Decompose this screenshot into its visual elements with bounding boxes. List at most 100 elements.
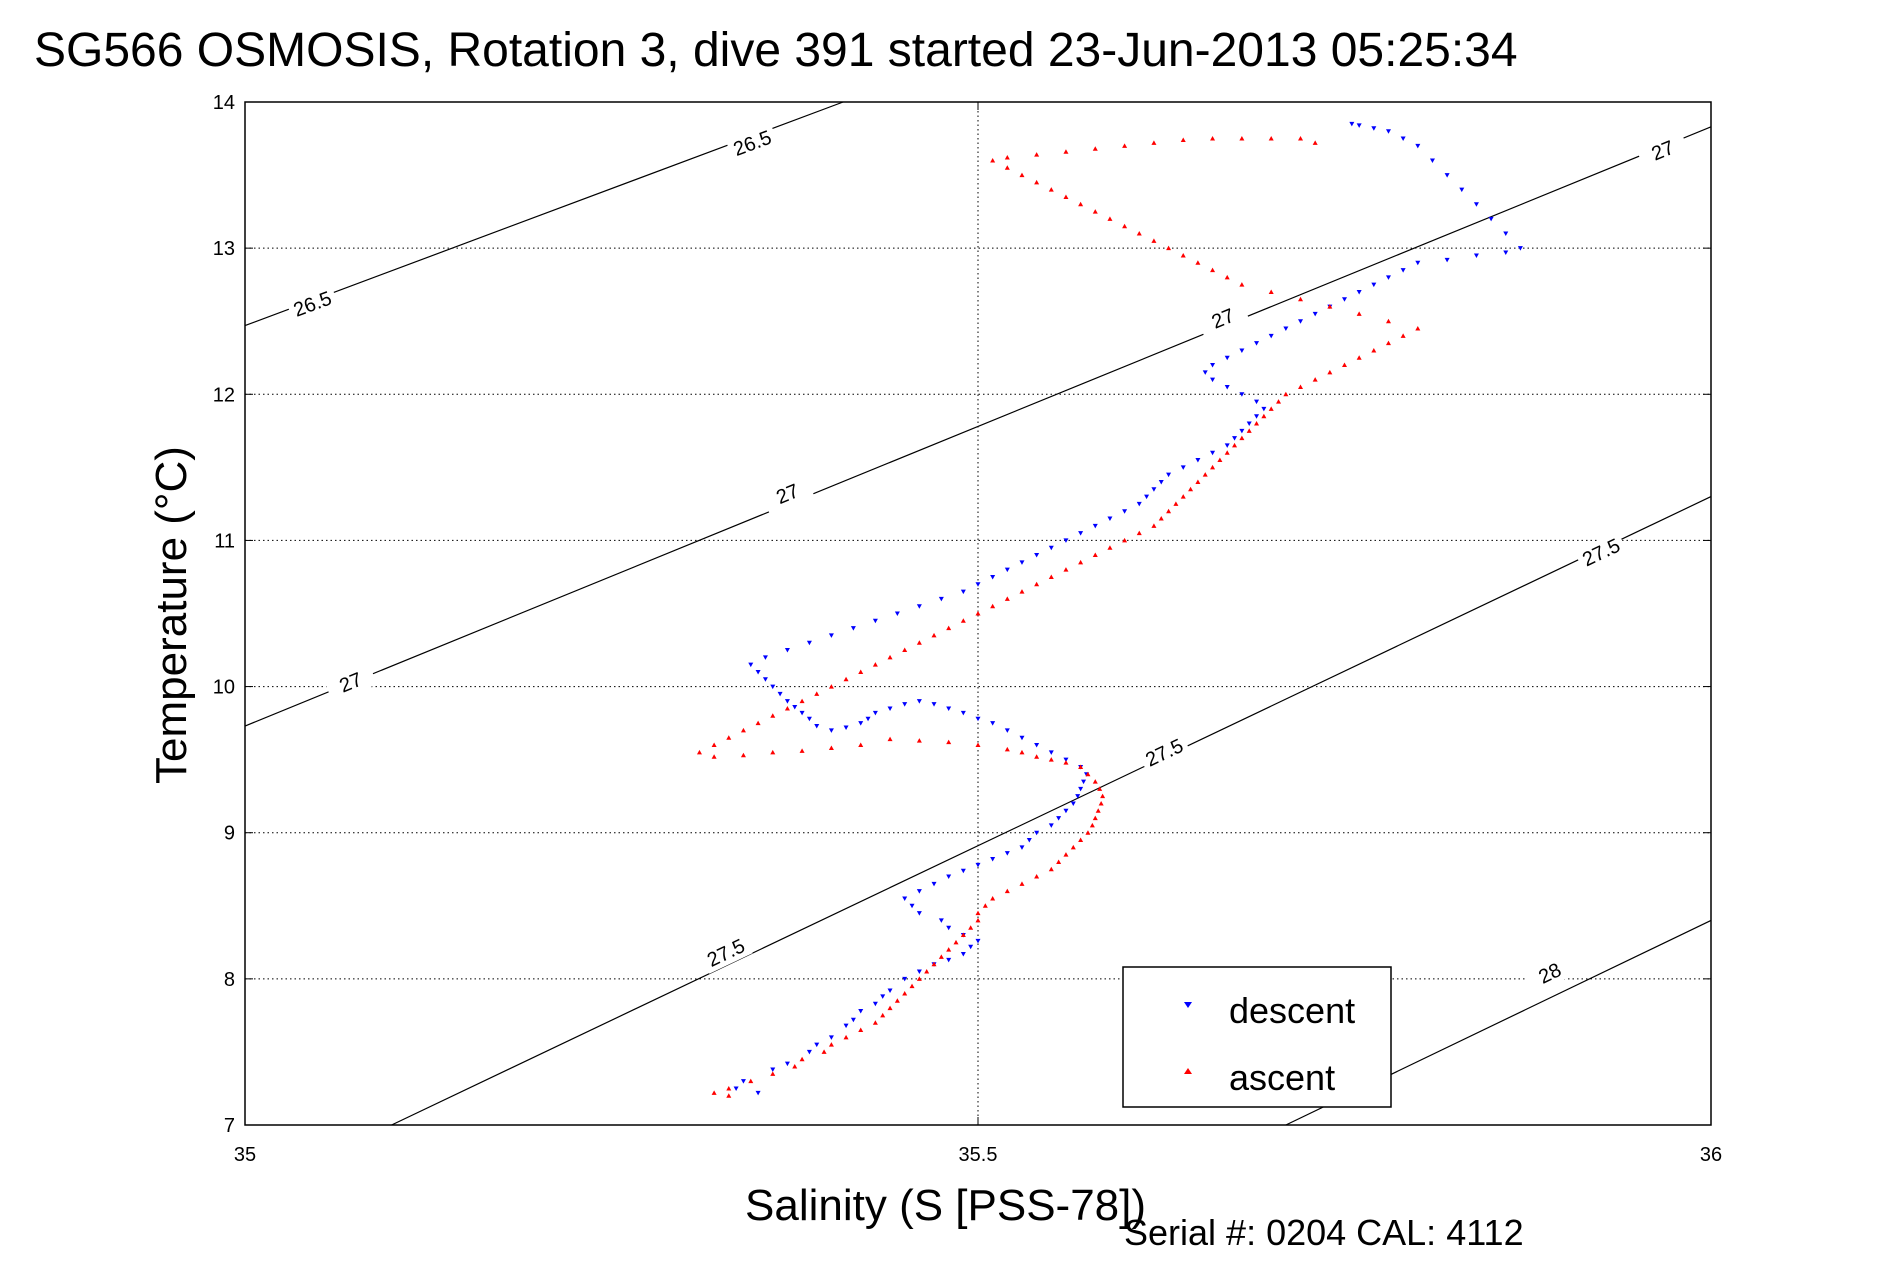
data-series: [696, 121, 1523, 1098]
descent-point: [990, 857, 996, 862]
ascent-point: [1034, 581, 1040, 587]
ascent-point: [1136, 231, 1142, 236]
contour-label-mask: [323, 661, 378, 703]
descent-point: [1246, 421, 1252, 427]
descent-point: [938, 918, 944, 923]
ascent-point: [968, 925, 974, 930]
ascent-point: [799, 698, 805, 704]
x-tick-label: 36: [1700, 1144, 1722, 1166]
descent-point: [872, 710, 878, 716]
descent-point: [806, 1049, 812, 1055]
ascent-point: [1276, 399, 1282, 404]
descent-point: [1268, 333, 1274, 339]
descent-point: [931, 702, 937, 707]
descent-point: [1034, 553, 1040, 558]
descent-point: [1232, 436, 1238, 441]
descent-point: [990, 574, 996, 580]
serial-cal-footer: Serial #: 0204 CAL: 4112: [1124, 1212, 1524, 1253]
descent-point: [1210, 377, 1216, 383]
ascent-point: [1232, 442, 1238, 448]
ascent-point: [916, 976, 922, 981]
descent-point: [1048, 545, 1054, 551]
descent-point: [843, 1023, 849, 1029]
ascent-point: [1034, 874, 1040, 879]
descent-point: [777, 691, 783, 697]
descent-point: [858, 1009, 864, 1014]
descent-point: [828, 728, 834, 733]
ascent-point: [799, 748, 805, 753]
contour-label-mask: [1522, 951, 1577, 995]
ascent-point: [1158, 516, 1164, 521]
ascent-point: [975, 611, 981, 616]
descent-point: [975, 862, 981, 868]
ascent-point: [1327, 369, 1333, 375]
ascent-point: [1239, 136, 1245, 141]
descent-point: [1385, 275, 1391, 280]
descent-point: [1136, 501, 1142, 507]
ascent-point: [975, 910, 981, 916]
descent-point: [1075, 794, 1081, 799]
ascent-point: [748, 1078, 754, 1084]
descent-point: [755, 1090, 761, 1096]
ascent-point: [1056, 859, 1062, 864]
ascent-point: [946, 947, 952, 952]
ascent-point: [1048, 757, 1054, 762]
descent-point: [1298, 319, 1304, 324]
contour-label-mask: [699, 931, 753, 974]
descent-point: [1063, 538, 1069, 543]
y-tick-label: 7: [224, 1115, 235, 1137]
ascent-point: [1151, 140, 1157, 145]
descent-point: [1517, 246, 1523, 251]
ascent-point: [821, 1049, 827, 1054]
descent-point: [814, 724, 820, 729]
ascent-point: [902, 990, 908, 996]
descent-point: [1224, 384, 1230, 390]
descent-point: [1349, 121, 1355, 127]
descent-point: [733, 1086, 739, 1091]
y-axis-title: Temperature (°C): [147, 446, 196, 784]
ascent-point: [858, 669, 864, 674]
ascent-point: [1268, 136, 1274, 141]
ascent-point: [1063, 149, 1069, 154]
descent-point: [1048, 750, 1054, 755]
ascent-point: [887, 736, 893, 742]
ascent-point: [1195, 479, 1201, 484]
x-axis-title: Salinity (S [PSS-78]): [745, 1181, 1146, 1230]
ascent-point: [711, 742, 717, 748]
ascent-point: [1239, 435, 1245, 441]
ascent-point: [990, 895, 996, 901]
descent-point: [916, 604, 922, 609]
ascent-point: [755, 720, 761, 726]
descent-point: [1004, 851, 1010, 856]
ascent-point: [1048, 187, 1054, 192]
descent-point: [975, 716, 981, 722]
ascent-point: [953, 939, 959, 945]
ascent-point: [990, 157, 996, 163]
contour-line-27: [244, 126, 1712, 727]
ascent-point: [784, 705, 790, 711]
ascent-point: [1085, 771, 1091, 777]
ascent-point: [1034, 179, 1040, 185]
ascent-point: [1136, 530, 1142, 536]
descent-point: [887, 988, 893, 994]
descent-point: [1034, 830, 1040, 836]
ascent-point: [960, 932, 966, 938]
ascent-point: [1004, 888, 1010, 894]
descent-point: [748, 662, 754, 668]
descent-point: [850, 1017, 856, 1023]
descent-point: [770, 1067, 776, 1072]
descent-point: [1261, 406, 1267, 412]
ascent-point: [1312, 140, 1318, 145]
ascent-point: [843, 676, 849, 682]
ascent-point: [711, 754, 717, 759]
descent-point: [946, 957, 952, 963]
legend-ascent-marker: [1184, 1068, 1192, 1074]
y-tick-label: 8: [224, 969, 235, 991]
descent-point: [1004, 728, 1010, 733]
descent-point: [1444, 257, 1450, 263]
ascent-point: [843, 1034, 849, 1040]
descent-point: [916, 969, 922, 975]
ascent-point: [1019, 172, 1025, 178]
ascent-point: [1063, 567, 1069, 572]
ascent-point: [975, 917, 981, 923]
